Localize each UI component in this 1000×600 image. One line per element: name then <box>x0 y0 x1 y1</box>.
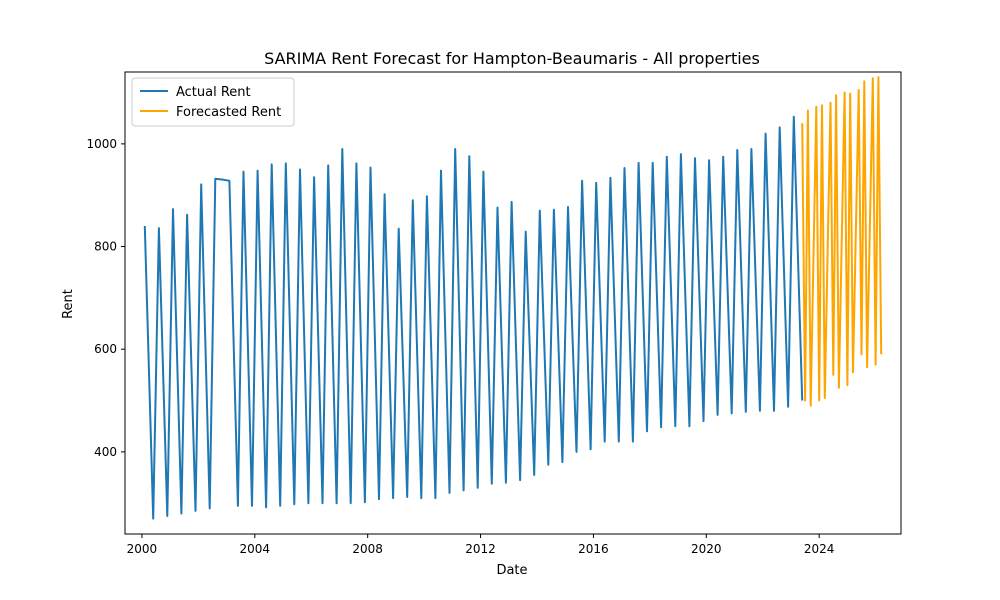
x-axis-ticks: 2000 2004 2008 2012 2016 2020 2024 <box>127 534 835 556</box>
y-axis-ticks: 400 600 800 1000 <box>86 137 125 459</box>
y-tick-label: 1000 <box>86 137 117 151</box>
legend-label-actual-rent: Actual Rent <box>176 85 251 100</box>
legend-label-forecasted-rent: Forecasted Rent <box>176 105 281 120</box>
x-tick-label: 2024 <box>804 542 835 556</box>
series-line-forecasted-rent <box>801 76 883 407</box>
y-tick-label: 600 <box>94 342 117 356</box>
x-tick-label: 2012 <box>465 542 496 556</box>
x-tick-label: 2016 <box>578 542 609 556</box>
series-line-actual-rent <box>143 115 804 520</box>
chart-title: SARIMA Rent Forecast for Hampton-Beaumar… <box>264 49 760 68</box>
y-tick-label: 400 <box>94 445 117 459</box>
y-tick-label: 800 <box>94 240 117 254</box>
legend: Actual Rent Forecasted Rent <box>131 77 295 127</box>
y-axis-label: Rent <box>61 289 76 319</box>
plot-area <box>143 76 883 520</box>
plot-frame <box>124 71 902 535</box>
x-tick-label: 2008 <box>352 542 383 556</box>
x-tick-label: 2000 <box>127 542 158 556</box>
x-tick-label: 2004 <box>240 542 271 556</box>
legend-box <box>131 77 295 127</box>
x-tick-label: 2020 <box>691 542 722 556</box>
x-axis-label: Date <box>496 563 527 578</box>
